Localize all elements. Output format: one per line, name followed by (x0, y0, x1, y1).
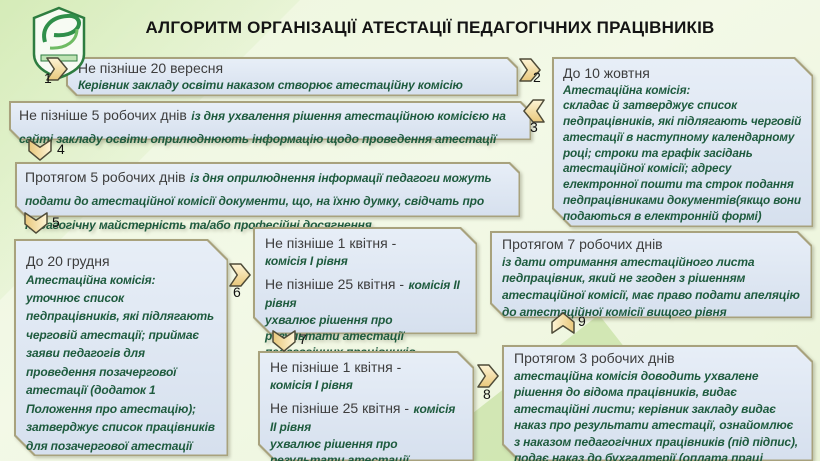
step-box-7: Не пізніше 1 квітня - комісія І рівня Не… (258, 351, 474, 461)
step-box-2: До 10 жовтня Атестаційна комісія: склада… (552, 57, 813, 227)
step-number-5: 5 (52, 214, 60, 230)
step-7-commission-1: комісія І рівня (270, 377, 353, 392)
step-1-deadline: Не пізніше 20 вересня (78, 60, 224, 76)
step-9-description: атестаційна комісія доводить ухвалене рі… (514, 368, 798, 461)
step-7-commission-2: комісія ІІ рівня (270, 401, 456, 434)
arrow-right-icon-8 (477, 364, 499, 388)
step-4-deadline: Протягом 5 робочих днів (25, 169, 186, 185)
step-number-1: 1 (44, 70, 52, 86)
step-7-deadline-2: Не пізніше 25 квітня - (270, 399, 410, 416)
step-4-description: із дня оприлюднення інформації педагоги … (25, 171, 492, 232)
box-fill (16, 241, 227, 455)
box-fill (255, 229, 476, 333)
step-7-deadline-1: Не пізніше 1 квітня - (270, 359, 402, 375)
step-5-deadline: До 20 грудня (26, 253, 110, 269)
step-6-commission-2: комісія ІІ рівня (265, 277, 460, 310)
step-box-8: Протягом 7 робочих днів із дати отриманн… (490, 231, 812, 319)
step-number-8: 8 (483, 386, 491, 402)
arrow-down-icon-5 (24, 212, 48, 234)
step-3-description: із дня ухвалення рішення атестаційною ко… (19, 109, 506, 146)
arrow-down-icon-7 (272, 330, 296, 352)
step-box-5: До 20 грудня Атестаційна комісія: уточню… (14, 239, 228, 456)
step-box-4: Протягом 5 робочих днів із дня оприлюдне… (15, 162, 520, 232)
step-number-2: 2 (533, 69, 541, 85)
arrow-down-icon-4 (28, 139, 52, 161)
step-7-description: ухвалює рішення про результати атестації… (270, 436, 409, 461)
step-9-deadline: Протягом 3 робочих днів (514, 350, 675, 366)
step-2-deadline: До 10 жовтня (563, 65, 650, 81)
step-box-1: Не пізніше 20 вересня Керівник закладу о… (66, 57, 518, 96)
step-8-deadline: Протягом 7 робочих днів (502, 236, 663, 252)
box-fill (554, 59, 812, 226)
step-1-description: Керівник закладу освіти наказом створює … (78, 77, 463, 92)
box-fill (11, 103, 530, 139)
box-fill (492, 233, 811, 317)
box-fill (68, 59, 517, 95)
step-number-6: 6 (233, 284, 241, 300)
slide-title: АЛГОРИТМ ОРГАНІЗАЦІЇ АТЕСТАЦІЇ ПЕДАГОГІЧ… (145, 18, 715, 37)
step-box-9: Протягом 3 робочих днів атестаційна комі… (502, 345, 813, 461)
step-number-4: 4 (57, 141, 65, 157)
step-2-description: Атестаційна комісія: складає й затверджу… (563, 82, 802, 223)
step-number-7: 7 (299, 331, 307, 347)
step-8-description: із дати отримання атестаційного листа пе… (502, 254, 800, 319)
step-6-commission-1: комісія І рівня (265, 253, 348, 268)
step-box-6: Не пізніше 1 квітня - комісія І рівня Не… (253, 227, 477, 359)
box-fill (504, 347, 812, 460)
step-number-3: 3 (530, 119, 538, 135)
step-number-9: 9 (578, 313, 586, 329)
step-box-3: Не пізніше 5 робочих днів із дня ухвален… (9, 101, 531, 146)
arrow-up-icon-9 (551, 312, 575, 334)
step-5-description: Атестаційна комісія: уточнює список педп… (26, 272, 215, 453)
step-3-deadline: Не пізніше 5 робочих днів (19, 107, 187, 123)
step-6-deadline-1: Не пізніше 1 квітня - (265, 235, 397, 251)
step-6-deadline-2: Не пізніше 25 квітня - (265, 275, 405, 292)
box-fill (17, 164, 519, 216)
box-fill (260, 353, 473, 460)
